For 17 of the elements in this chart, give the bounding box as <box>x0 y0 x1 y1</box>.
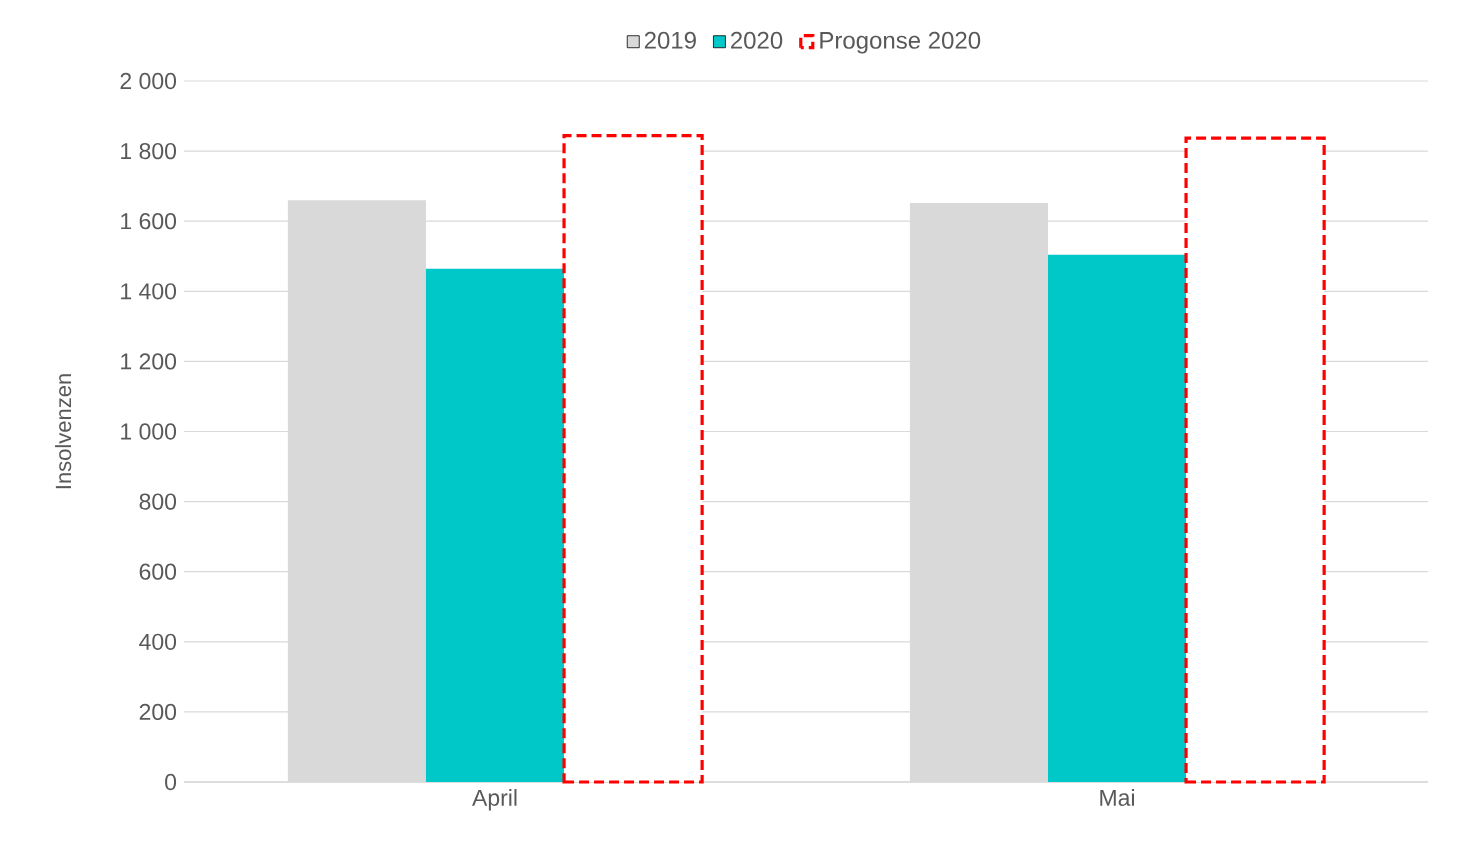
y-tick-label: 1 200 <box>121 353 177 370</box>
y-axis-title: Insolvenzen <box>55 374 72 489</box>
y-tick-label: 1 000 <box>121 423 177 440</box>
y-tick-label: 800 <box>139 493 177 510</box>
y-tick-label: 0 <box>165 773 177 791</box>
y-tick-label: 600 <box>139 563 177 580</box>
legend-label: Progonse 2020 <box>820 31 981 54</box>
legend-label: 2019 <box>644 31 696 49</box>
x-tick-label: Mai <box>1100 789 1134 806</box>
y-tick-label: 1 800 <box>121 142 177 160</box>
legend-label: 2020 <box>731 31 783 49</box>
y-tick-label: 200 <box>139 703 177 721</box>
x-tick-label: April <box>472 789 517 811</box>
y-tick-label: 1 400 <box>121 283 177 300</box>
y-tick-label: 400 <box>139 633 177 650</box>
y-tick-label: 2 000 <box>120 72 177 90</box>
y-tick-label: 1 600 <box>121 213 177 230</box>
